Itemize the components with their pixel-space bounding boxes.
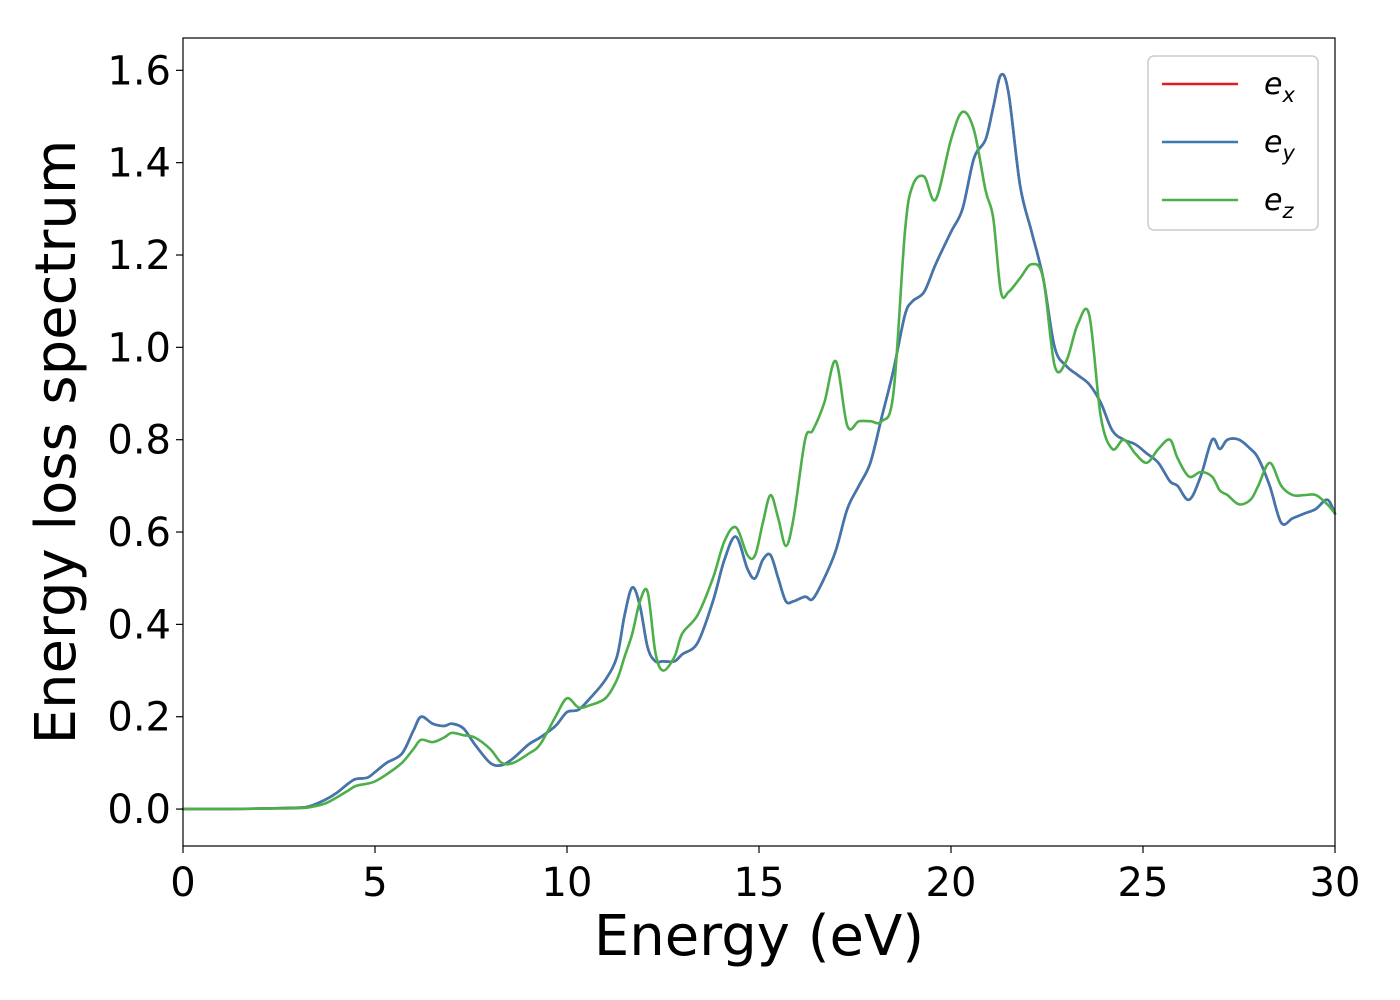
legend-label-x: ex <box>1264 67 1295 107</box>
y-tick-label: 0.0 <box>107 787 171 833</box>
x-axis-label: Energy (eV) <box>594 904 924 969</box>
y-tick-label: 0.2 <box>107 695 171 741</box>
y-tick-label: 0.8 <box>107 418 171 464</box>
series-line-z <box>181 110 1337 811</box>
legend-items: ex ey ez <box>1162 67 1295 223</box>
x-tick-label: 30 <box>1310 860 1361 906</box>
x-axis-ticks: 0 5 10 15 20 25 30 <box>170 846 1360 906</box>
y-tick-label: 1.6 <box>107 48 171 94</box>
y-tick-label: 1.4 <box>107 141 171 187</box>
x-tick-label: 20 <box>926 860 977 906</box>
y-tick-label: 0.6 <box>107 510 171 556</box>
y-tick-label: 1.2 <box>107 233 171 279</box>
y-axis-label: Energy loss spectrum <box>24 140 89 745</box>
x-tick-label: 25 <box>1118 860 1169 906</box>
legend-label-z: ez <box>1264 183 1294 223</box>
legend-label-y: ey <box>1264 125 1295 165</box>
x-tick-label: 15 <box>734 860 785 906</box>
y-tick-label: 1.0 <box>107 325 171 371</box>
x-tick-label: 5 <box>362 860 387 906</box>
legend: ex ey ez <box>1147 55 1319 231</box>
series-line-y <box>181 72 1337 811</box>
x-tick-label: 10 <box>542 860 593 906</box>
y-axis-ticks: 0.0 0.2 0.4 0.6 0.8 1.0 1.2 1.4 1.6 <box>107 48 183 833</box>
x-tick-label: 0 <box>170 860 195 906</box>
y-tick-label: 0.4 <box>107 602 171 648</box>
series-lines <box>181 72 1337 811</box>
